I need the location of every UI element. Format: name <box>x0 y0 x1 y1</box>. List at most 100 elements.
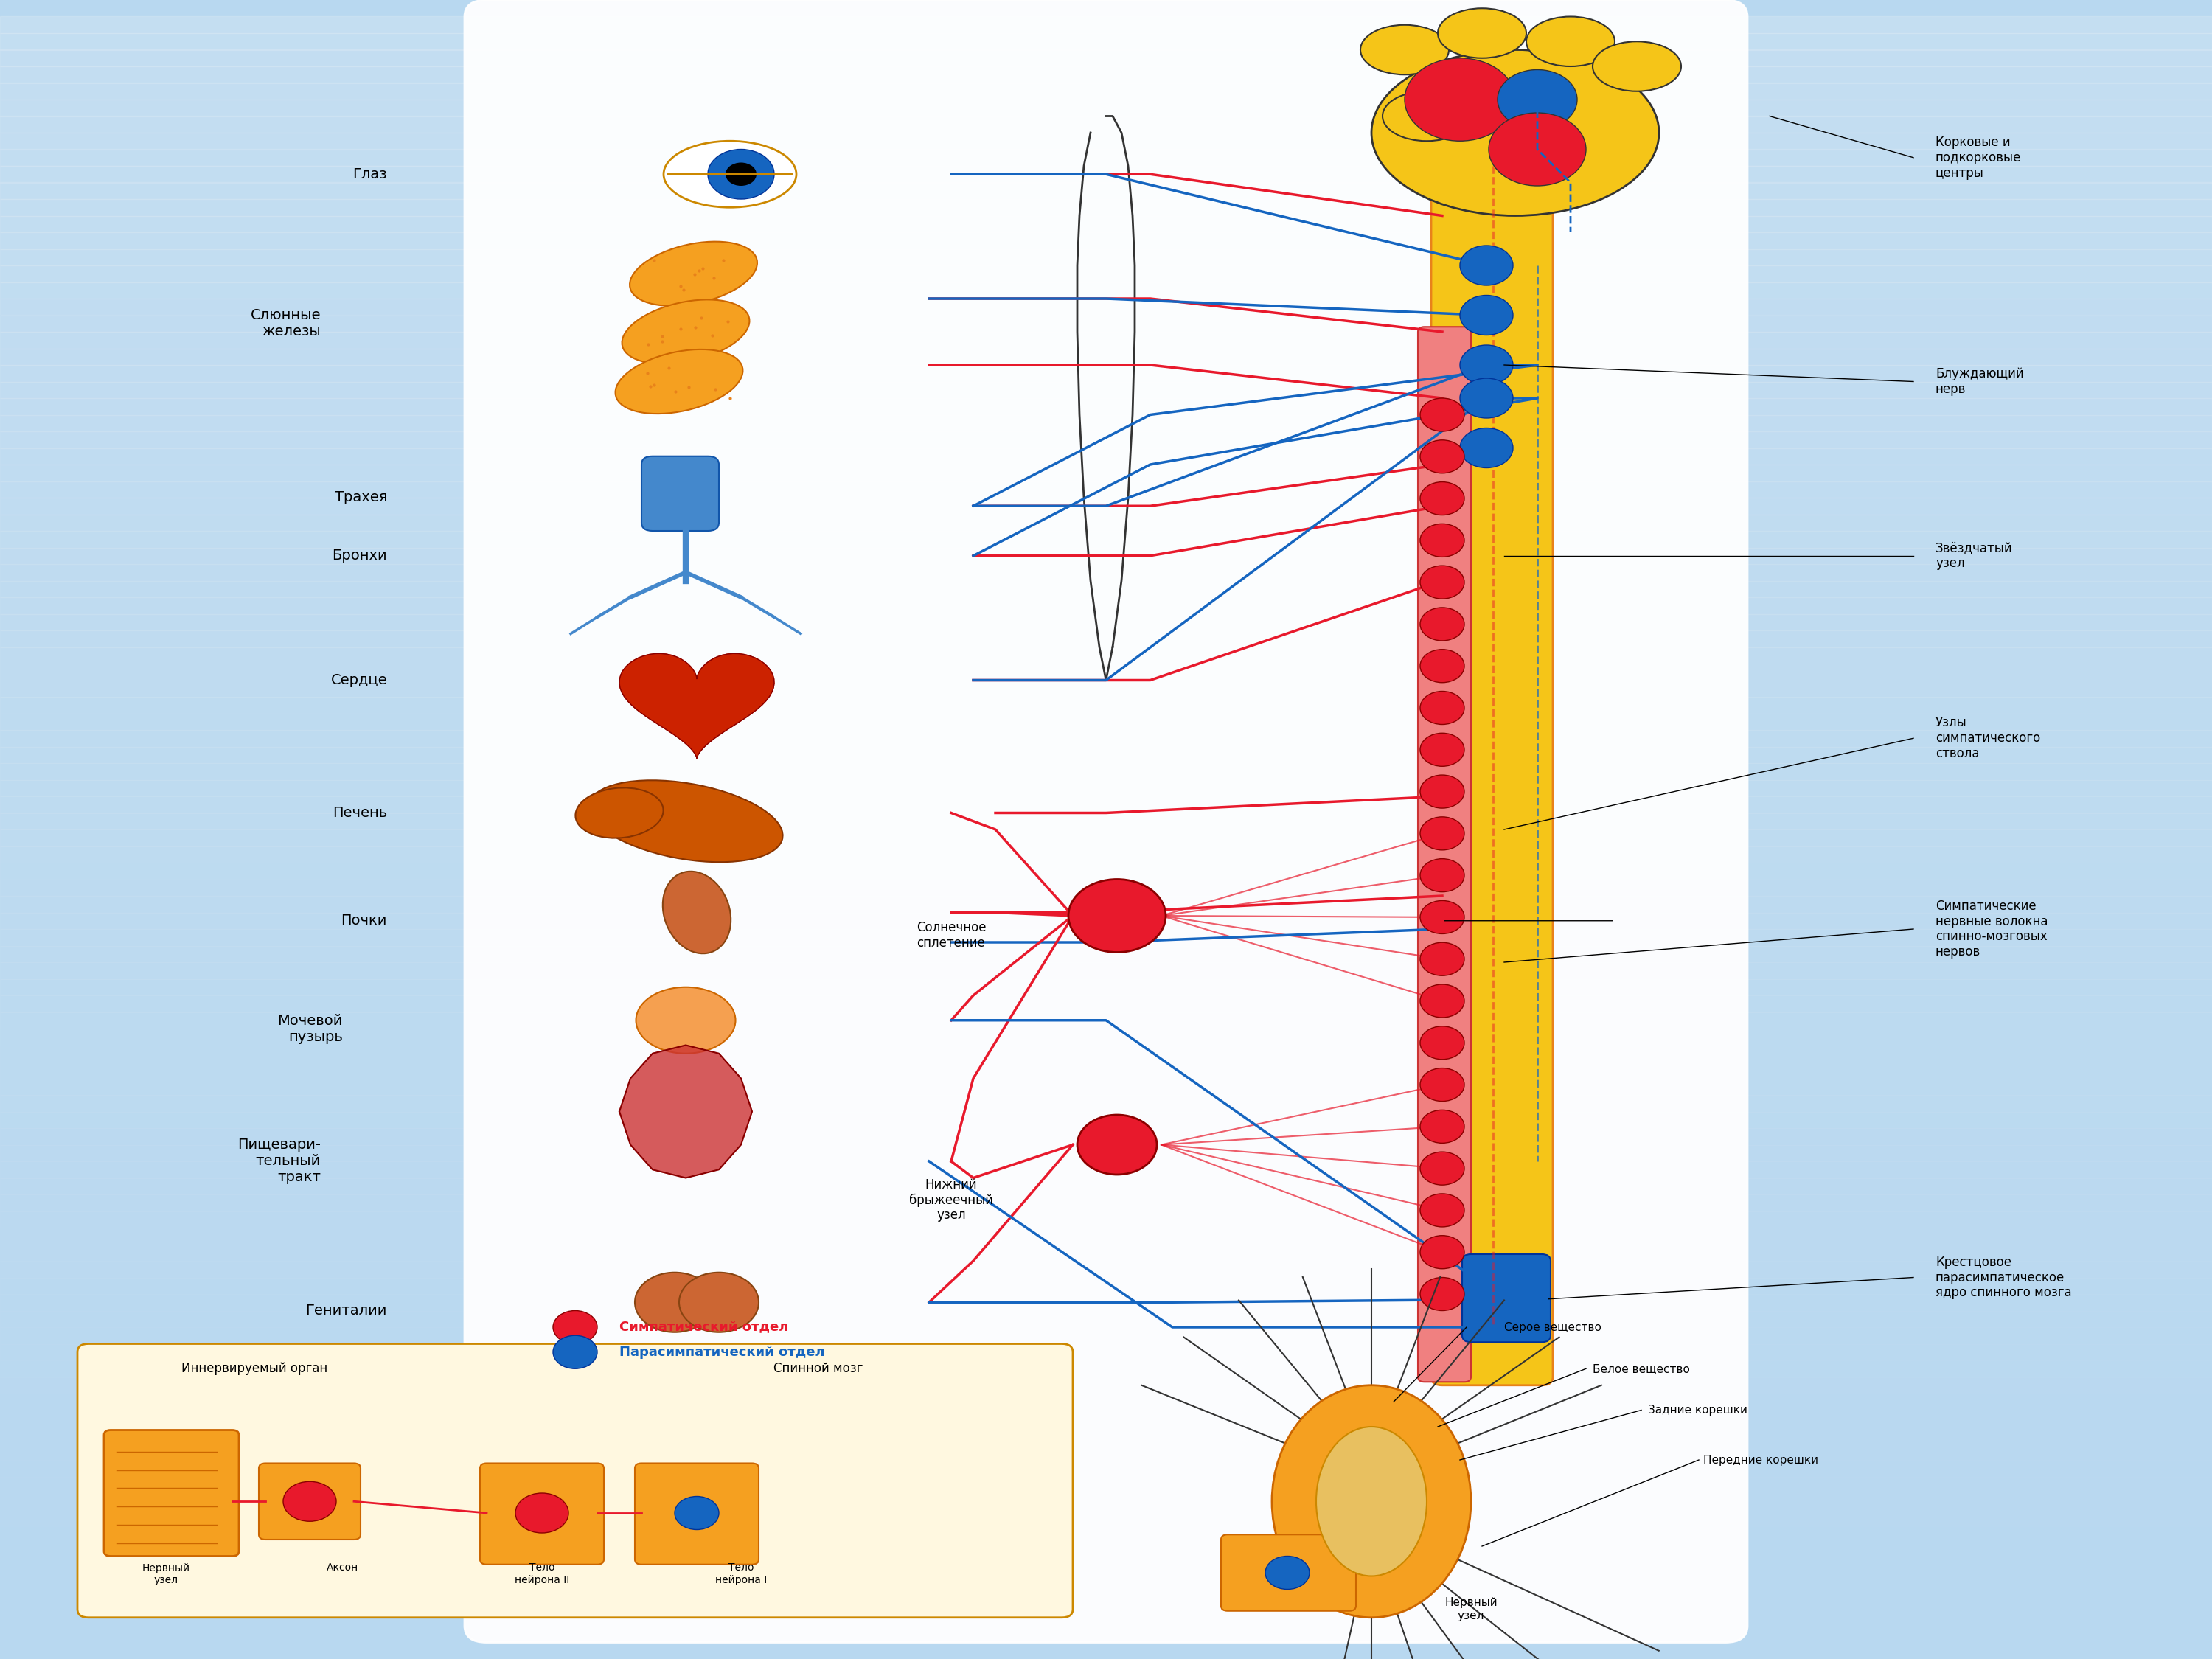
Bar <box>0 498 2212 514</box>
Bar <box>0 995 2212 1012</box>
Bar <box>0 1327 2212 1344</box>
Circle shape <box>1077 1115 1157 1175</box>
Bar <box>0 581 2212 597</box>
Circle shape <box>1420 942 1464 975</box>
Text: Симпатические
нервные волокна
спинно-мозговых
нервов: Симпатические нервные волокна спинно-моз… <box>1935 899 2048 959</box>
Circle shape <box>553 1311 597 1344</box>
Circle shape <box>1460 345 1513 385</box>
Bar <box>0 133 2212 149</box>
Bar <box>0 282 2212 299</box>
Bar <box>0 1543 2212 1559</box>
Circle shape <box>1420 440 1464 473</box>
Bar <box>0 182 2212 199</box>
Circle shape <box>1420 1110 1464 1143</box>
Bar <box>0 1112 2212 1128</box>
FancyBboxPatch shape <box>1431 158 1553 1385</box>
Bar <box>0 83 2212 100</box>
Ellipse shape <box>1526 17 1615 66</box>
Ellipse shape <box>1360 25 1449 75</box>
Ellipse shape <box>1371 50 1659 216</box>
Ellipse shape <box>615 350 743 413</box>
FancyBboxPatch shape <box>465 0 1747 1642</box>
Bar <box>0 796 2212 813</box>
Text: Нервный
узел: Нервный узел <box>142 1563 190 1584</box>
Bar <box>0 979 2212 995</box>
FancyBboxPatch shape <box>77 1344 1073 1618</box>
Text: Белое вещество: Белое вещество <box>1593 1364 1690 1374</box>
Circle shape <box>635 1272 714 1332</box>
Bar <box>0 299 2212 315</box>
Circle shape <box>675 1496 719 1530</box>
Circle shape <box>1420 901 1464 934</box>
Bar <box>0 1194 2212 1211</box>
Bar <box>0 216 2212 232</box>
Text: Крестцовое
парасимпатическое
ядро спинного мозга: Крестцовое парасимпатическое ядро спинно… <box>1935 1256 2073 1299</box>
Bar <box>0 630 2212 647</box>
Bar <box>0 680 2212 697</box>
Bar <box>0 879 2212 896</box>
Text: Пищевари-
тельный
тракт: Пищевари- тельный тракт <box>237 1138 321 1185</box>
FancyBboxPatch shape <box>641 456 719 531</box>
Bar <box>0 265 2212 282</box>
Bar <box>0 813 2212 830</box>
Bar <box>0 1128 2212 1145</box>
Bar <box>0 1045 2212 1062</box>
FancyBboxPatch shape <box>104 1430 239 1556</box>
Circle shape <box>1498 70 1577 129</box>
Circle shape <box>726 163 757 186</box>
Bar <box>0 448 2212 465</box>
Bar <box>0 1095 2212 1112</box>
Bar <box>0 415 2212 431</box>
Polygon shape <box>619 654 774 758</box>
Bar <box>0 929 2212 946</box>
Circle shape <box>1265 1556 1310 1589</box>
Bar <box>0 1642 2212 1659</box>
FancyBboxPatch shape <box>635 1463 759 1564</box>
Bar <box>0 1344 2212 1360</box>
Circle shape <box>1420 1277 1464 1311</box>
Bar <box>0 232 2212 249</box>
Bar <box>0 1261 2212 1277</box>
Bar <box>0 1078 2212 1095</box>
Circle shape <box>1420 1068 1464 1102</box>
Text: Солнечное
сплетение: Солнечное сплетение <box>916 921 987 949</box>
Bar <box>0 1244 2212 1261</box>
Bar <box>0 1427 2212 1443</box>
Text: Задние корешки: Задние корешки <box>1648 1405 1747 1415</box>
Circle shape <box>1460 295 1513 335</box>
Bar <box>0 1228 2212 1244</box>
Bar <box>0 1161 2212 1178</box>
Text: Корковые и
подкорковые
центры: Корковые и подкорковые центры <box>1935 136 2022 179</box>
Polygon shape <box>619 1045 752 1178</box>
Bar <box>0 1626 2212 1642</box>
Ellipse shape <box>1272 1385 1471 1618</box>
Bar <box>0 33 2212 50</box>
Text: Парасимпатический отдел: Парасимпатический отдел <box>619 1345 825 1359</box>
Circle shape <box>1420 1236 1464 1269</box>
Bar <box>0 1460 2212 1477</box>
Text: Бронхи: Бронхи <box>332 549 387 562</box>
Bar <box>0 166 2212 182</box>
Bar <box>0 398 2212 415</box>
Bar <box>0 896 2212 912</box>
Text: Глаз: Глаз <box>352 168 387 181</box>
Bar <box>0 1593 2212 1609</box>
Bar <box>0 431 2212 448</box>
Bar <box>0 830 2212 846</box>
Bar <box>0 763 2212 780</box>
Circle shape <box>1420 1194 1464 1228</box>
Text: Трахея: Трахея <box>334 491 387 504</box>
Circle shape <box>1405 58 1515 141</box>
Text: Аксон: Аксон <box>327 1563 358 1573</box>
Bar <box>0 962 2212 979</box>
Text: Печень: Печень <box>332 806 387 820</box>
Bar <box>0 348 2212 365</box>
Bar <box>0 50 2212 66</box>
Text: Нервный
узел: Нервный узел <box>1444 1598 1498 1621</box>
Ellipse shape <box>637 987 734 1053</box>
Ellipse shape <box>1438 8 1526 58</box>
Circle shape <box>1489 113 1586 186</box>
Circle shape <box>1420 607 1464 640</box>
Ellipse shape <box>1593 41 1681 91</box>
Bar <box>0 647 2212 664</box>
